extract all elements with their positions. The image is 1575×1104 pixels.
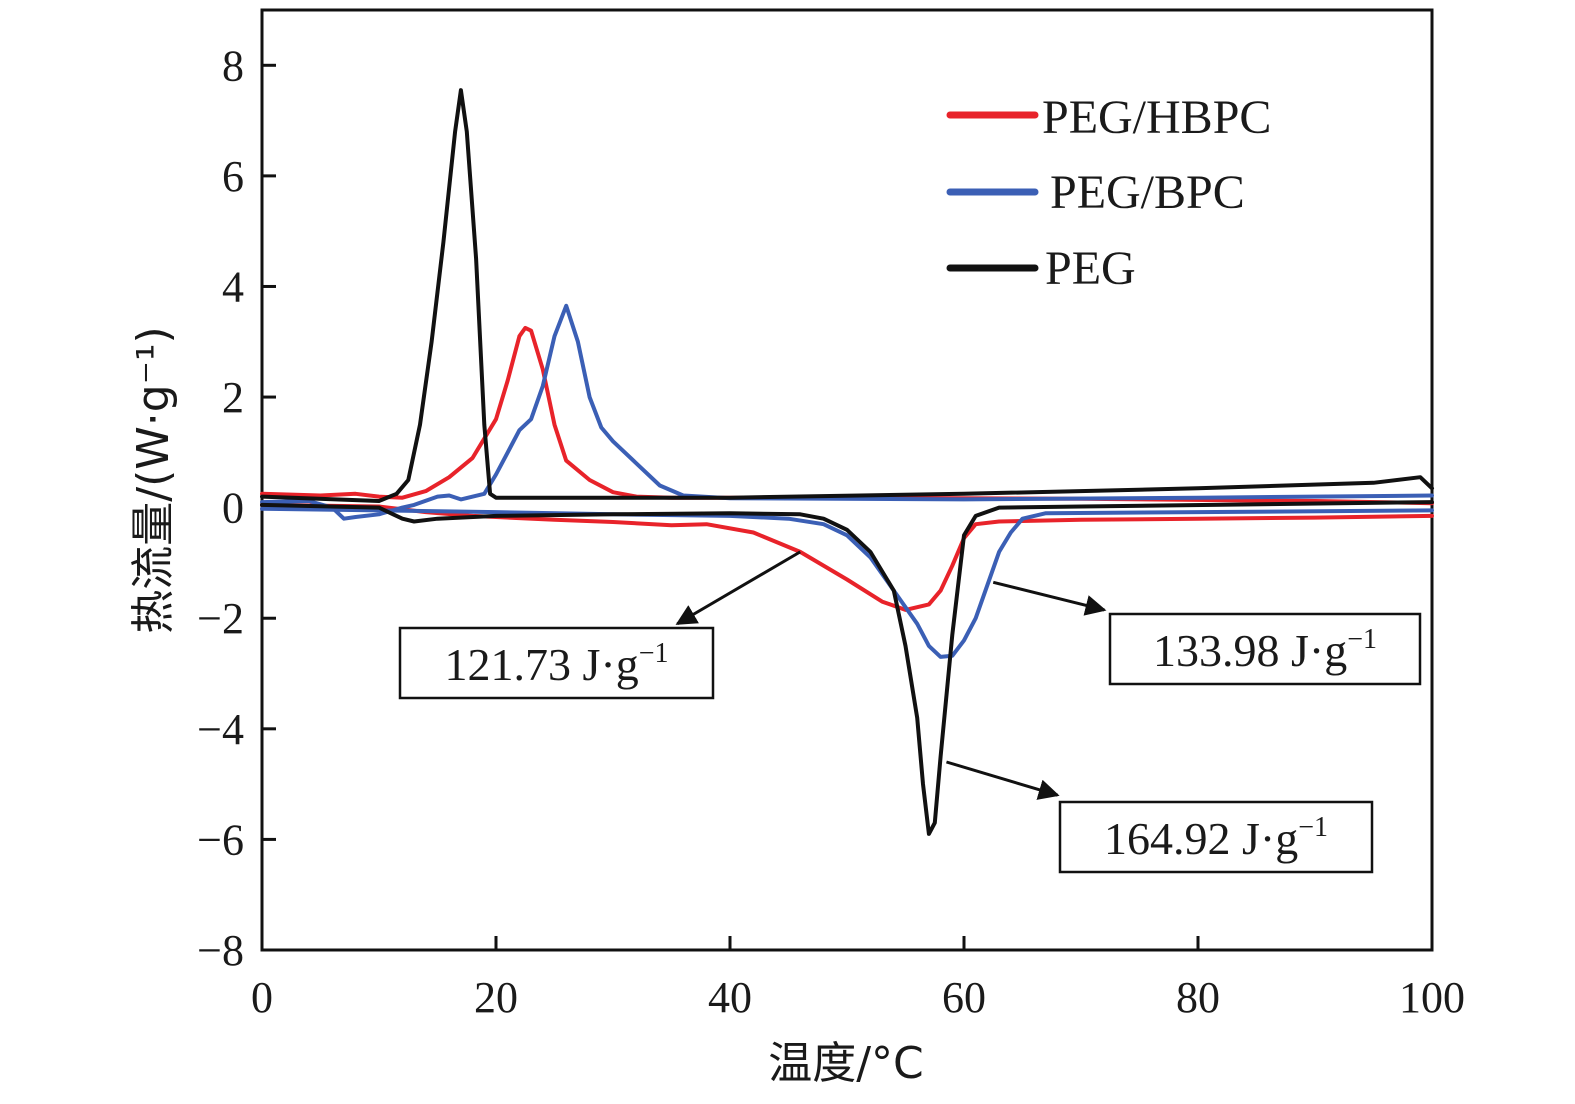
x-tick-label: 80 <box>1176 973 1220 1022</box>
anno-peg-arrow <box>946 760 1060 800</box>
legend-label-peg-bpc: PEG/BPC <box>1050 166 1245 219</box>
anno-hbpc-arrow <box>675 550 801 626</box>
series-peg-heating <box>260 500 1434 836</box>
y-tick-label: 2 <box>222 373 244 422</box>
y-tick-label: 0 <box>222 484 244 533</box>
y-tick-label: 6 <box>222 152 244 201</box>
y-tick-label: −2 <box>197 594 244 643</box>
x-axis: 0 20 40 60 80 100 <box>251 936 1465 1022</box>
y-tick-label: −8 <box>197 926 244 975</box>
x-tick-label: 0 <box>251 973 273 1022</box>
y-tick-label: −4 <box>197 705 244 754</box>
anno-peg-label: 164.92 J·g−1 <box>1104 812 1328 864</box>
anno-bpc-arrow <box>992 580 1107 616</box>
y-axis-title: 热流量/(W·g⁻¹) <box>128 326 179 633</box>
x-tick-label: 60 <box>942 973 986 1022</box>
series-peg-hbpc-cooling <box>260 325 1434 506</box>
series-layer <box>260 88 1434 836</box>
plot-frame <box>260 8 1434 952</box>
y-tick-label: −6 <box>197 815 244 864</box>
anno-bpc-label: 133.98 J·g−1 <box>1153 624 1377 676</box>
x-tick-label: 40 <box>708 973 752 1022</box>
legend-label-peg: PEG <box>1045 242 1136 295</box>
series-peg-bpc-cooling <box>260 303 1434 521</box>
anno-hbpc-label: 121.73 J·g−1 <box>444 638 668 690</box>
y-tick-label: 4 <box>222 262 244 311</box>
legend-label-peg-hbpc: PEG/HBPC <box>1042 91 1271 144</box>
y-axis: −8 −6 −4 −2 0 2 4 6 8 <box>197 41 276 975</box>
x-axis-title: 温度/°C <box>768 1038 924 1089</box>
anno-hbpc-box <box>398 626 715 700</box>
x-tick-label: 100 <box>1399 973 1465 1022</box>
anno-bpc-box <box>1108 612 1422 686</box>
y-tick-label: 8 <box>222 41 244 90</box>
anno-peg-box <box>1058 800 1374 874</box>
series-peg-hbpc-heating <box>260 502 1434 612</box>
x-tick-label: 20 <box>474 973 518 1022</box>
series-peg-cooling <box>260 88 1434 503</box>
annotation-layer: 121.73 J·g−1 133.98 J·g−1 164.92 J·g−1 <box>398 550 1422 874</box>
legend: PEG/HBPC PEG/BPC PEG <box>946 91 1271 295</box>
